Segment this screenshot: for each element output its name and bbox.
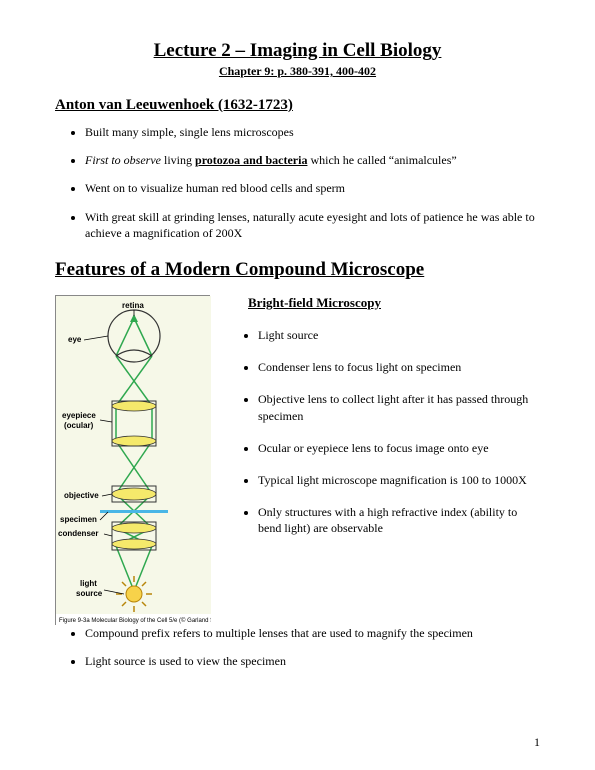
brightfield-bullets: Light source Condenser lens to focus lig… bbox=[230, 327, 540, 537]
list-item: Went on to visualize human red blood cel… bbox=[85, 180, 540, 196]
list-item: Light source is used to view the specime… bbox=[85, 653, 540, 669]
bullet-text: Objective lens to collect light after it… bbox=[258, 392, 528, 422]
label-objective: objective bbox=[64, 491, 99, 500]
right-column: Bright-field Microscopy Light source Con… bbox=[230, 295, 540, 553]
page-number: 1 bbox=[534, 735, 540, 750]
two-column-layout: retina eye eyepiece (ocular) objective s… bbox=[55, 295, 540, 625]
bullet-text: Light source bbox=[258, 328, 318, 342]
bullet-text: With great skill at grinding lenses, nat… bbox=[85, 210, 535, 240]
list-item: Condenser lens to focus light on specime… bbox=[258, 359, 540, 375]
list-item: First to observe living protozoa and bac… bbox=[85, 152, 540, 168]
list-item: Compound prefix refers to multiple lense… bbox=[85, 625, 540, 641]
diagram-caption: Figure 9-3a Molecular Biology of the Cel… bbox=[59, 617, 211, 624]
bullet-mid: living bbox=[161, 153, 195, 167]
label-light: light bbox=[80, 579, 97, 588]
section1-heading: Anton van Leeuwenhoek (1632-1723) bbox=[55, 97, 540, 114]
section1-bullets: Built many simple, single lens microscop… bbox=[55, 124, 540, 241]
brightfield-title: Bright-field Microscopy bbox=[230, 295, 540, 311]
list-item: Ocular or eyepiece lens to focus image o… bbox=[258, 440, 540, 456]
lecture-title: Lecture 2 – Imaging in Cell Biology bbox=[55, 40, 540, 62]
bullet-text: Condenser lens to focus light on specime… bbox=[258, 360, 461, 374]
list-item: With great skill at grinding lenses, nat… bbox=[85, 209, 540, 241]
bullet-bold-underline: protozoa and bacteria bbox=[195, 153, 307, 167]
section2-heading: Features of a Modern Compound Microscope bbox=[55, 259, 540, 281]
label-specimen: specimen bbox=[60, 515, 97, 524]
bullet-text: Only structures with a high refractive i… bbox=[258, 505, 517, 535]
list-item: Typical light microscope magnification i… bbox=[258, 472, 540, 488]
diagram-svg: retina eye eyepiece (ocular) objective s… bbox=[56, 296, 211, 626]
label-eyepiece1: eyepiece bbox=[62, 411, 96, 420]
specimen-line bbox=[100, 510, 168, 513]
list-item: Light source bbox=[258, 327, 540, 343]
label-eyepiece2: (ocular) bbox=[64, 421, 94, 430]
bullet-text: Light source is used to view the specime… bbox=[85, 654, 286, 668]
list-item: Objective lens to collect light after it… bbox=[258, 391, 540, 423]
microscope-diagram: retina eye eyepiece (ocular) objective s… bbox=[55, 295, 210, 625]
bottom-bullets: Compound prefix refers to multiple lense… bbox=[55, 625, 540, 669]
label-retina: retina bbox=[122, 301, 144, 310]
chapter-subtitle: Chapter 9: p. 380-391, 400-402 bbox=[55, 64, 540, 79]
label-eye: eye bbox=[68, 335, 82, 344]
label-source: source bbox=[76, 589, 103, 598]
bullet-suffix: which he called “animalcules” bbox=[307, 153, 456, 167]
bullet-text: Compound prefix refers to multiple lense… bbox=[85, 626, 473, 640]
bullet-prefix-italic: First to observe bbox=[85, 153, 161, 167]
list-item: Only structures with a high refractive i… bbox=[258, 504, 540, 536]
bullet-text: Went on to visualize human red blood cel… bbox=[85, 181, 345, 195]
page: Lecture 2 – Imaging in Cell Biology Chap… bbox=[0, 0, 595, 701]
objective-lens bbox=[112, 488, 156, 500]
bullet-text: Typical light microscope magnification i… bbox=[258, 473, 527, 487]
label-condenser: condenser bbox=[58, 529, 98, 538]
bullet-text: Ocular or eyepiece lens to focus image o… bbox=[258, 441, 489, 455]
list-item: Built many simple, single lens microscop… bbox=[85, 124, 540, 140]
bullet-text: Built many simple, single lens microscop… bbox=[85, 125, 294, 139]
